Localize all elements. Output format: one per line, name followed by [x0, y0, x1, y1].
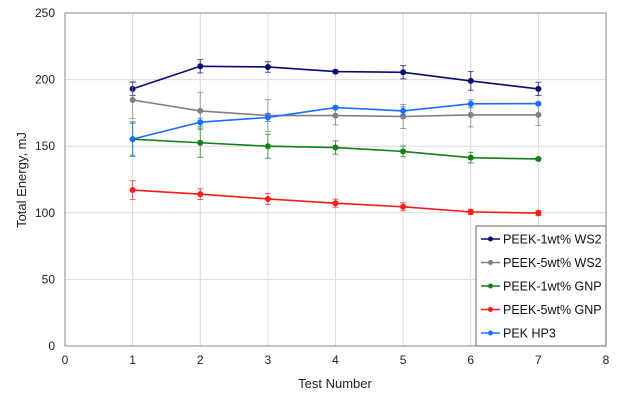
y-tick-label: 0: [48, 339, 55, 353]
data-point: [197, 139, 204, 146]
data-point: [535, 111, 542, 118]
data-point: [400, 69, 407, 76]
data-point: [197, 63, 204, 70]
y-tick-label: 150: [35, 139, 55, 153]
data-point: [332, 104, 339, 111]
data-point: [197, 107, 204, 114]
data-point: [197, 191, 204, 198]
data-point: [129, 187, 136, 194]
legend-swatch-marker: [488, 307, 493, 312]
data-point: [264, 114, 271, 121]
data-point: [467, 208, 474, 215]
x-tick-label: 1: [129, 353, 136, 367]
series-group: [129, 59, 542, 217]
y-tick-label: 50: [42, 272, 56, 286]
data-point: [535, 85, 542, 92]
data-point: [264, 143, 271, 150]
data-point: [129, 136, 136, 143]
y-tick-label: 250: [35, 6, 55, 20]
series-2: [129, 121, 542, 164]
x-tick-label: 4: [332, 353, 339, 367]
legend-label: PEEK-5wt% GNP: [503, 303, 602, 317]
x-tick-label: 2: [197, 353, 204, 367]
data-point: [264, 195, 271, 202]
legend-swatch-marker: [488, 283, 493, 289]
x-tick-label: 3: [265, 353, 272, 367]
x-tick-label: 7: [535, 353, 542, 367]
legend-label: PEEK-5wt% WS2: [503, 256, 602, 270]
x-tick-label: 8: [603, 353, 610, 367]
x-tick-label: 5: [400, 353, 407, 367]
series-4: [129, 99, 542, 156]
data-point: [467, 100, 474, 107]
data-point: [129, 96, 136, 103]
legend-swatch-marker: [488, 236, 493, 242]
data-point: [400, 148, 407, 155]
data-point: [467, 77, 474, 84]
data-point: [332, 144, 339, 151]
data-point: [332, 112, 339, 119]
data-point: [467, 111, 474, 118]
legend-label: PEK HP3: [503, 327, 556, 341]
y-tick-label: 200: [35, 73, 55, 87]
data-point: [535, 155, 542, 162]
x-axis-label: Test Number: [298, 376, 372, 391]
legend-swatch-marker: [488, 260, 493, 265]
data-point: [332, 200, 339, 207]
data-point: [400, 107, 407, 114]
tick-labels: 0 1 2 3 4 5 6 7 8 0 50 100 150 200 250: [35, 6, 610, 367]
x-tick-label: 0: [62, 353, 69, 367]
data-point: [400, 203, 407, 210]
legend: PEEK-1wt% WS2 PEEK-5wt% WS2 PEEK-1wt% GNP P…: [475, 225, 607, 347]
data-point: [197, 119, 204, 126]
legend-label: PEEK-1wt% WS2: [503, 233, 602, 247]
series-3: [129, 180, 542, 217]
legend-label: PEEK-1wt% GNP: [503, 280, 602, 294]
y-tick-label: 100: [35, 206, 55, 220]
data-point: [332, 68, 339, 75]
plot-area-border: [64, 12, 607, 347]
data-point: [535, 100, 542, 107]
data-point: [467, 154, 474, 161]
data-point: [535, 210, 542, 217]
data-point: [264, 63, 271, 70]
x-tick-label: 6: [467, 353, 474, 367]
y-axis-label: Total Energy, mJ: [14, 132, 29, 228]
legend-swatch-marker: [488, 330, 493, 336]
